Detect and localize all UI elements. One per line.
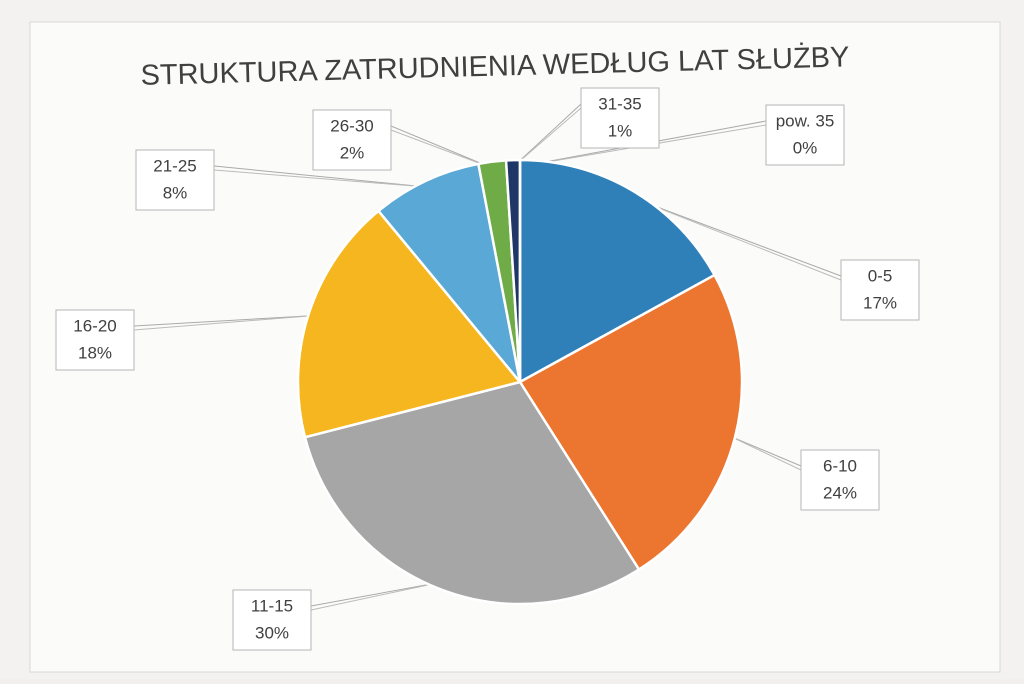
slice-value: 17%	[863, 293, 897, 312]
leader-line	[213, 169, 429, 188]
label-box	[135, 149, 215, 211]
label-box	[232, 589, 312, 651]
leader-line	[310, 581, 441, 607]
label-box	[312, 109, 392, 171]
label-box	[580, 87, 660, 149]
leader-line	[310, 581, 441, 611]
leader-line	[390, 125, 494, 169]
slice-category: 26-30	[330, 116, 373, 135]
pie-slice	[376, 162, 522, 383]
slice-value: 1%	[608, 121, 633, 140]
slice-category: 31-35	[598, 94, 641, 113]
leader-line	[390, 129, 494, 169]
slice-category: 11-15	[251, 596, 293, 615]
leader-line	[728, 435, 802, 471]
pie-slice	[518, 158, 717, 385]
slice-value: 0%	[793, 138, 818, 157]
label-box	[765, 104, 845, 166]
leader-line	[629, 196, 842, 277]
slice-value: 30%	[255, 623, 289, 642]
label-box	[55, 309, 135, 371]
leader-line	[728, 435, 802, 467]
slice-category: 21-25	[153, 156, 196, 175]
leader-line	[629, 196, 842, 281]
slice-category: pow. 35	[776, 111, 835, 130]
pie-slice	[303, 380, 641, 606]
leader-line	[512, 103, 582, 168]
leader-line	[213, 165, 429, 188]
slice-value: 18%	[78, 343, 112, 362]
slice-value: 24%	[823, 483, 857, 502]
slice-category: 0-5	[868, 266, 893, 285]
slice-category: 6-10	[823, 456, 857, 475]
pie-slice	[296, 209, 523, 439]
leader-line	[133, 314, 316, 327]
label-box	[840, 259, 920, 321]
slice-category: 16-20	[73, 316, 116, 335]
slice-value: 2%	[340, 143, 365, 162]
label-box	[800, 449, 880, 511]
leader-line	[512, 107, 582, 168]
leader-line	[133, 314, 316, 331]
pie-slice	[518, 273, 744, 572]
slice-value: 8%	[163, 183, 188, 202]
